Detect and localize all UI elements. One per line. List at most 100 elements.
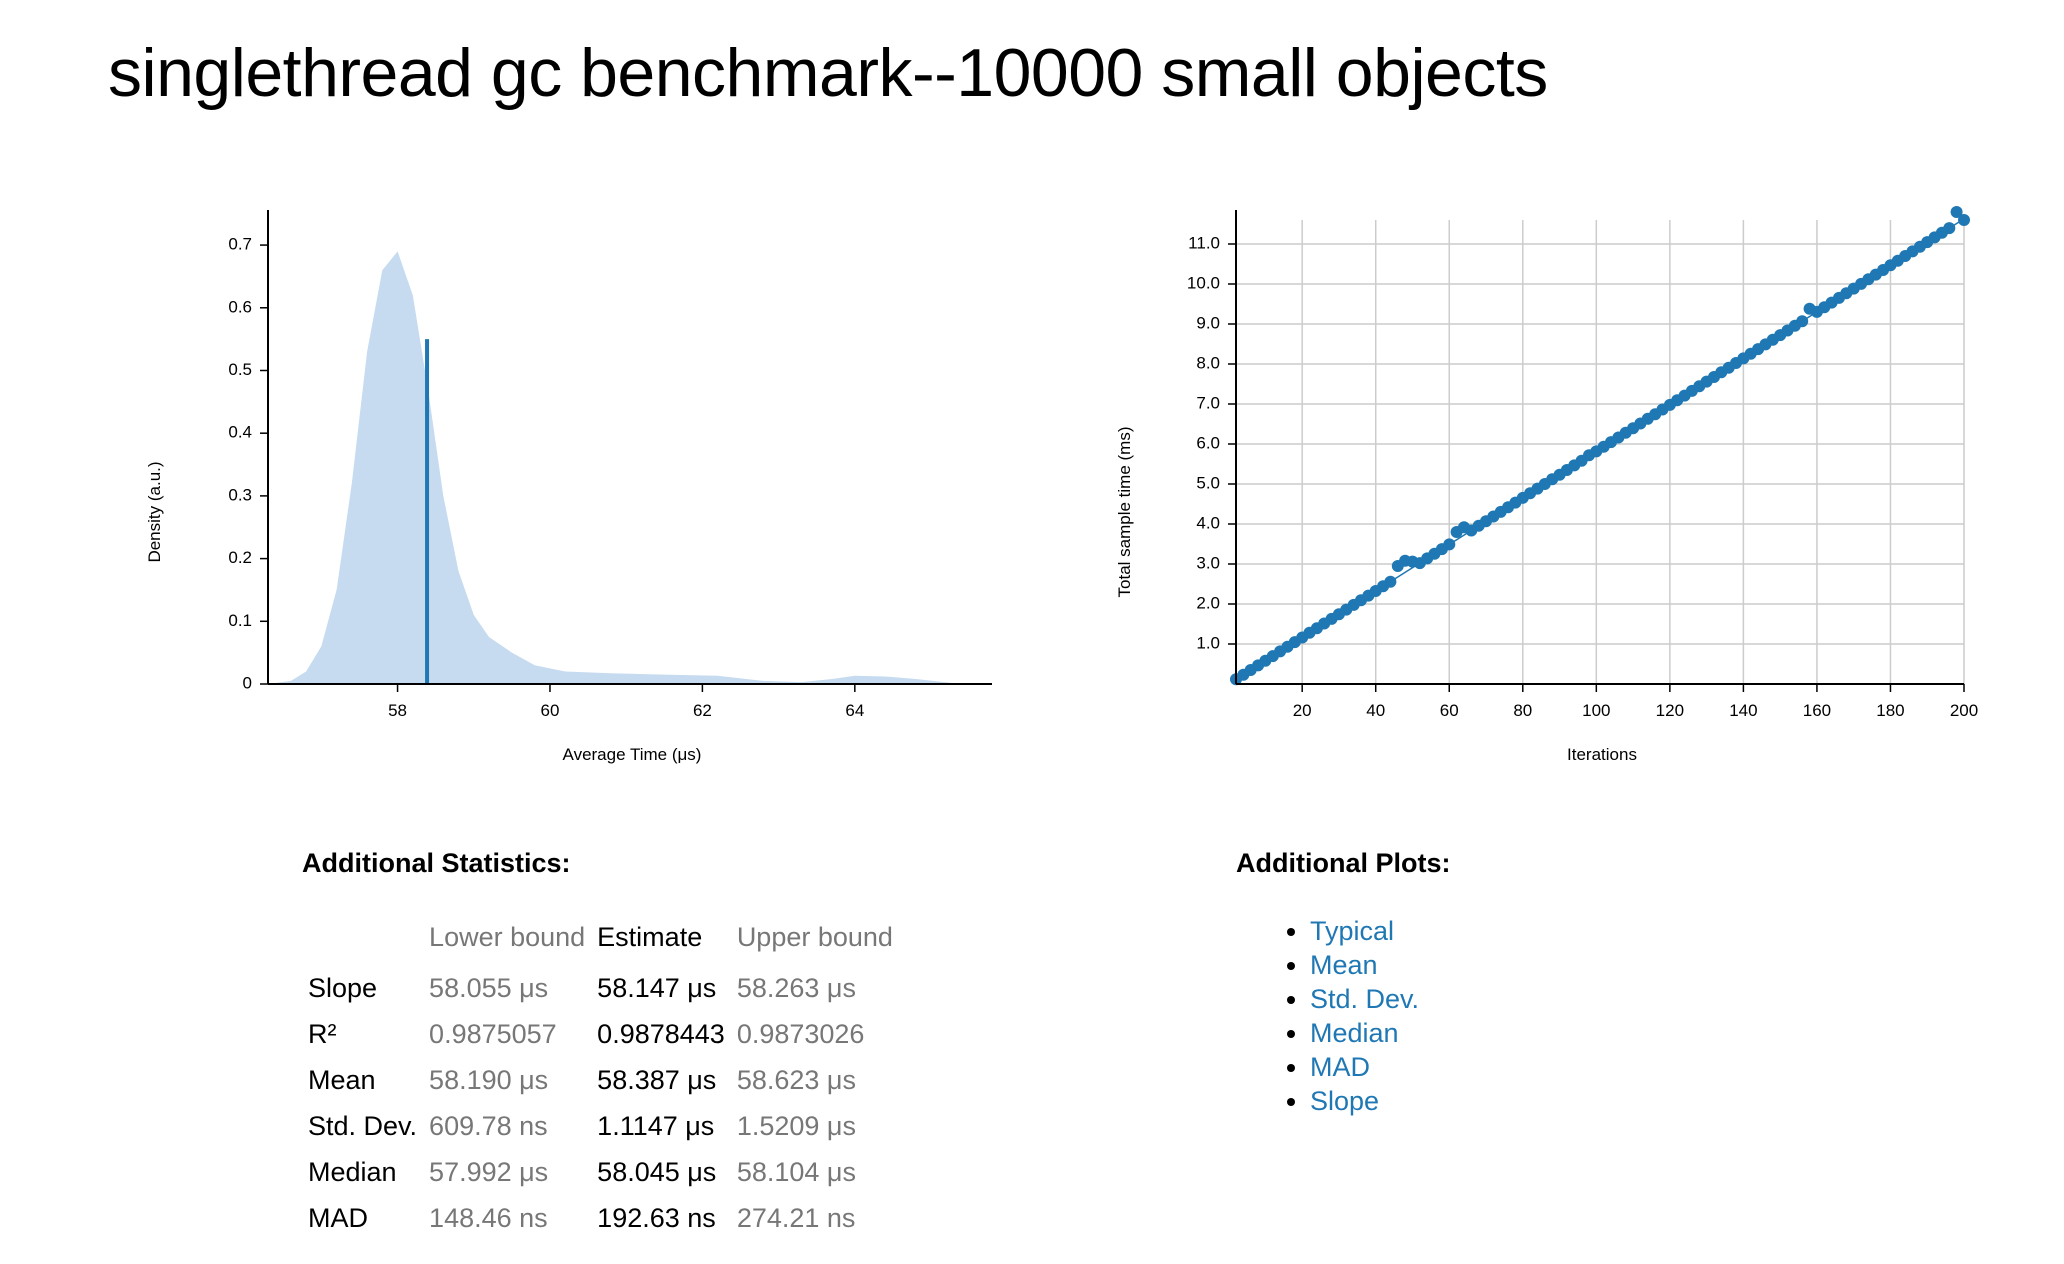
y-tick-label: 0.2 (228, 548, 252, 567)
plot-link-mad[interactable]: MAD (1310, 1052, 1370, 1082)
y-tick-label: 7.0 (1196, 393, 1220, 412)
y-tick-label: 0.5 (228, 360, 252, 379)
density-area-layer (268, 251, 992, 684)
list-item: Typical (1310, 914, 1419, 948)
y-tick-label: 10.0 (1187, 273, 1220, 292)
table-row: Mean 58.190 μs 58.387 μs 58.623 μs (302, 1057, 899, 1103)
upper-bound-value: 58.623 μs (736, 1064, 856, 1095)
stats-title: Additional Statistics: (302, 848, 571, 878)
x-axis-title: Iterations (1567, 745, 1637, 764)
plot-link-slope[interactable]: Slope (1310, 1086, 1380, 1116)
estimate-value: 1.1147 μs (597, 1110, 715, 1141)
y-axis-title: Total sample time (ms) (1115, 427, 1134, 598)
lower-bound-value: 609.78 ns (429, 1110, 548, 1141)
estimate-value: 58.147 μs (597, 972, 717, 1003)
x-tick-label: 62 (693, 701, 712, 720)
density-area (268, 251, 992, 684)
y-tick-label: 6.0 (1196, 433, 1220, 452)
metric-name: Median (308, 1156, 397, 1187)
plots-title: Additional Plots: (1236, 848, 1451, 878)
stats-table: Lower bound Estimate Upper bound Slope 5… (302, 922, 899, 1241)
upper-bound-value: 58.104 μs (736, 1156, 856, 1187)
page-title: singlethread gc benchmark--10000 small o… (108, 35, 1548, 111)
metric-name: Slope (308, 972, 378, 1003)
list-item: Std. Dev. (1310, 982, 1419, 1016)
list-item: Slope (1310, 1084, 1419, 1118)
metric-name: MAD (308, 1202, 368, 1233)
x-tick-label: 180 (1876, 701, 1904, 720)
lower-bound-value: 58.055 μs (429, 972, 549, 1003)
x-tick-label: 100 (1582, 701, 1610, 720)
metric-header (302, 922, 423, 965)
upper-bound-header: Upper bound (736, 922, 893, 952)
regression-axes: 20 40 60 80 100 120 140 160 180 200 1.0 2.0 3.0 4.0 5.… (1187, 210, 1978, 720)
y-tick-label: 2.0 (1196, 593, 1220, 612)
plot-link-std-dev[interactable]: Std. Dev. (1310, 984, 1420, 1014)
lower-bound-value: 57.992 μs (429, 1156, 549, 1187)
x-tick-label: 20 (1293, 701, 1312, 720)
x-tick-label: 64 (845, 701, 864, 720)
estimate-value: 192.63 ns (597, 1202, 716, 1233)
y-tick-label: 0.4 (228, 423, 252, 442)
y-tick-label: 0.7 (228, 235, 252, 254)
x-tick-label: 80 (1513, 701, 1532, 720)
y-tick-label: 3.0 (1196, 553, 1220, 572)
table-row: MAD 148.46 ns 192.63 ns 274.21 ns (302, 1195, 899, 1241)
upper-bound-value: 1.5209 μs (736, 1110, 856, 1141)
additional-plots-list: Typical Mean Std. Dev. Median MAD Slope (1280, 914, 1419, 1118)
data-point (1943, 222, 1956, 235)
lower-bound-header: Lower bound (429, 922, 586, 952)
estimate-value: 58.045 μs (597, 1156, 717, 1187)
y-axis-title: Density (a.u.) (145, 461, 164, 562)
x-axis-title: Average Time (μs) (563, 745, 702, 764)
x-tick-label: 58 (388, 701, 407, 720)
lower-bound-value: 58.190 μs (429, 1064, 549, 1095)
regression-chart: 20 40 60 80 100 120 140 160 180 200 1.0 2.0 3.0 4.0 5.… (1115, 206, 1978, 764)
plot-link-mean[interactable]: Mean (1310, 950, 1378, 980)
x-tick-label: 60 (1440, 701, 1459, 720)
regression-points (1230, 206, 1970, 686)
y-tick-label: 0.1 (228, 611, 252, 630)
x-tick-label: 120 (1656, 701, 1684, 720)
x-tick-label: 60 (541, 701, 560, 720)
density-axes: 58 60 62 64 0 0.1 0.2 0.3 0.4 0.5 0.6 0.7 (228, 210, 992, 720)
metric-name: R² (308, 1018, 337, 1049)
density-chart: 58 60 62 64 0 0.1 0.2 0.3 0.4 0.5 0.6 0.7 Average T… (145, 210, 992, 764)
y-tick-label: 11.0 (1188, 233, 1220, 252)
lower-bound-value: 148.46 ns (429, 1202, 548, 1233)
metric-name: Mean (308, 1064, 376, 1095)
data-point (1443, 538, 1456, 551)
upper-bound-value: 274.21 ns (736, 1202, 856, 1233)
list-item: Mean (1310, 948, 1419, 982)
plot-link-median[interactable]: Median (1310, 1018, 1399, 1048)
y-tick-label: 1.0 (1196, 633, 1220, 652)
x-tick-label: 160 (1803, 701, 1831, 720)
data-point (1958, 214, 1970, 226)
x-tick-label: 140 (1729, 701, 1757, 720)
list-item: MAD (1310, 1050, 1419, 1084)
stats-header-row: Lower bound Estimate Upper bound (302, 922, 899, 965)
data-point (1384, 575, 1397, 588)
y-tick-label: 5.0 (1196, 473, 1220, 492)
plot-link-typical[interactable]: Typical (1310, 916, 1395, 946)
estimate-value: 58.387 μs (597, 1064, 717, 1095)
y-tick-label: 0.3 (228, 485, 252, 504)
table-row: Std. Dev. 609.78 ns 1.1147 μs 1.5209 μs (302, 1103, 899, 1149)
x-tick-label: 40 (1366, 701, 1385, 720)
lower-bound-value: 0.9875057 (429, 1018, 557, 1049)
table-row: R² 0.9875057 0.9878443 0.9873026 (302, 1011, 899, 1057)
y-tick-label: 8.0 (1196, 353, 1220, 372)
upper-bound-value: 0.9873026 (736, 1018, 865, 1049)
y-tick-label: 0 (243, 673, 252, 692)
y-tick-label: 0.6 (228, 297, 252, 316)
y-tick-label: 4.0 (1196, 513, 1220, 532)
x-tick-label: 200 (1950, 701, 1978, 720)
estimate-value: 0.9878443 (597, 1018, 725, 1049)
table-row: Slope 58.055 μs 58.147 μs 58.263 μs (302, 965, 899, 1011)
y-tick-label: 9.0 (1196, 313, 1220, 332)
data-point (1950, 206, 1963, 218)
metric-name: Std. Dev. (308, 1110, 418, 1141)
data-point (1796, 315, 1809, 328)
list-item: Median (1310, 1016, 1419, 1050)
table-row: Median 57.992 μs 58.045 μs 58.104 μs (302, 1149, 899, 1195)
